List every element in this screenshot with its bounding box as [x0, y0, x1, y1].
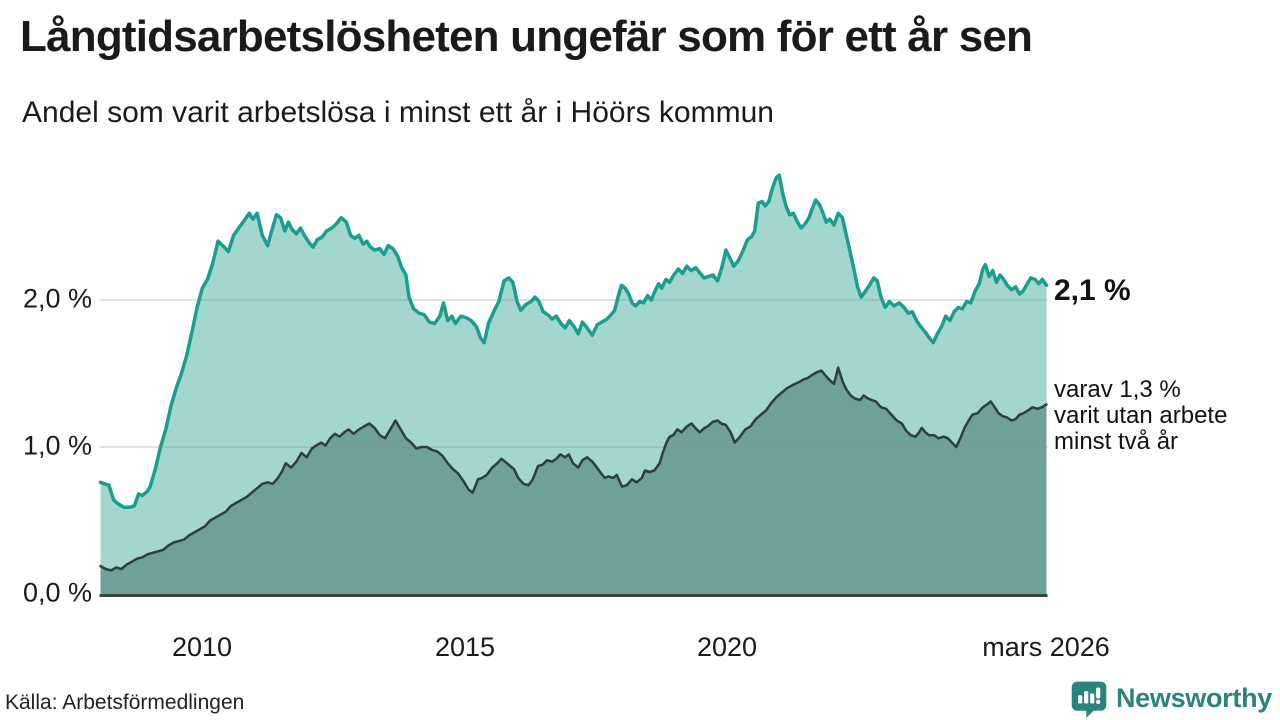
newsworthy-bubble-chart-icon: [1071, 681, 1107, 718]
y-axis-tick-0: 0,0 %: [22, 577, 92, 608]
secondary-annotation-line3: minst två år: [1054, 428, 1179, 455]
latest-value-label: 2,1 %: [1054, 274, 1131, 307]
brand-logo: Newsworthy: [1069, 678, 1272, 718]
secondary-annotation-line1: varav 1,3 %: [1054, 376, 1181, 403]
y-axis-tick-1: 1,0 %: [22, 430, 92, 461]
secondary-series-annotation: varav 1,3 % varit utan arbete minst två …: [1054, 377, 1227, 455]
source-attribution: Källa: Arbetsförmedlingen: [5, 691, 245, 714]
page-title: Långtidsarbetslösheten ungefär som för e…: [20, 12, 1033, 61]
page-subtitle: Andel som varit arbetslösa i minst ett å…: [22, 96, 774, 129]
x-axis-tick-mars-2026: mars 2026: [982, 632, 1110, 662]
secondary-annotation-line2: varit utan arbete: [1054, 402, 1228, 429]
x-axis-tick-2020: 2020: [696, 632, 758, 662]
brand-name: Newsworthy: [1115, 682, 1272, 713]
y-axis-tick-2: 2,0 %: [22, 283, 92, 314]
x-axis-tick-2010: 2010: [171, 632, 233, 662]
x-axis-tick-2015: 2015: [434, 632, 496, 662]
